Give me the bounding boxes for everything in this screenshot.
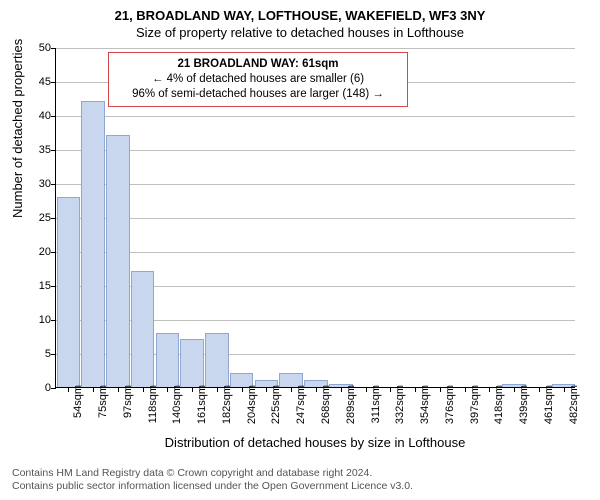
- y-tick-label: 10: [26, 314, 51, 326]
- chart-container: 21, BROADLAND WAY, LOFTHOUSE, WAKEFIELD,…: [0, 0, 600, 500]
- x-tick-label: 376sqm: [444, 385, 456, 424]
- title-line-1: 21, BROADLAND WAY, LOFTHOUSE, WAKEFIELD,…: [0, 0, 600, 23]
- annotation-box: 21 BROADLAND WAY: 61sqm← 4% of detached …: [108, 52, 408, 107]
- x-tick-mark: [93, 387, 94, 392]
- y-tick-mark: [51, 150, 56, 151]
- gridline: [56, 150, 575, 151]
- x-tick-label: 311sqm: [370, 385, 382, 423]
- y-tick-label: 5: [26, 348, 51, 360]
- annotation-line-1: 21 BROADLAND WAY: 61sqm: [117, 57, 399, 72]
- y-tick-mark: [51, 320, 56, 321]
- y-tick-mark: [51, 218, 56, 219]
- x-tick-mark: [242, 387, 243, 392]
- y-tick-label: 20: [26, 246, 51, 258]
- gridline: [56, 116, 575, 117]
- x-tick-mark: [415, 387, 416, 392]
- copyright-line-1: Contains HM Land Registry data © Crown c…: [12, 467, 413, 481]
- y-tick-label: 25: [26, 212, 51, 224]
- x-tick-mark: [465, 387, 466, 392]
- y-tick-mark: [51, 354, 56, 355]
- x-tick-label: 161sqm: [196, 385, 208, 424]
- histogram-bar: [131, 271, 155, 387]
- x-tick-label: 140sqm: [171, 385, 183, 424]
- x-tick-label: 225sqm: [270, 385, 282, 424]
- gridline: [56, 252, 575, 253]
- x-tick-label: 247sqm: [295, 385, 307, 424]
- x-tick-label: 397sqm: [469, 385, 481, 424]
- y-tick-label: 35: [26, 144, 51, 156]
- x-tick-label: 268sqm: [320, 385, 332, 424]
- x-tick-mark: [514, 387, 515, 392]
- gridline: [56, 218, 575, 219]
- y-axis-label: Number of detached properties: [10, 39, 25, 218]
- x-tick-label: 118sqm: [147, 385, 159, 423]
- annotation-line-3: 96% of semi-detached houses are larger (…: [117, 87, 399, 102]
- x-tick-label: 182sqm: [221, 385, 233, 424]
- x-tick-label: 289sqm: [345, 385, 357, 424]
- y-tick-label: 45: [26, 76, 51, 88]
- y-tick-label: 50: [26, 42, 51, 54]
- x-tick-mark: [489, 387, 490, 392]
- chart-area: 0510152025303540455054sqm75sqm97sqm118sq…: [55, 48, 575, 388]
- x-tick-label: 204sqm: [246, 385, 258, 424]
- histogram-bar: [156, 333, 180, 387]
- x-tick-mark: [266, 387, 267, 392]
- histogram-bar: [81, 101, 105, 387]
- x-tick-mark: [143, 387, 144, 392]
- histogram-bar: [106, 135, 130, 387]
- x-tick-mark: [390, 387, 391, 392]
- x-tick-mark: [366, 387, 367, 392]
- x-tick-label: 439sqm: [518, 385, 530, 424]
- x-tick-mark: [118, 387, 119, 392]
- y-tick-mark: [51, 184, 56, 185]
- gridline: [56, 48, 575, 49]
- y-tick-mark: [51, 48, 56, 49]
- x-tick-mark: [341, 387, 342, 392]
- annotation-line-2: ← 4% of detached houses are smaller (6): [117, 72, 399, 87]
- y-tick-mark: [51, 388, 56, 389]
- x-tick-label: 418sqm: [493, 385, 505, 424]
- y-tick-mark: [51, 116, 56, 117]
- x-tick-mark: [539, 387, 540, 392]
- y-tick-label: 15: [26, 280, 51, 292]
- y-tick-label: 40: [26, 110, 51, 122]
- x-tick-mark: [564, 387, 565, 392]
- x-tick-label: 97sqm: [122, 385, 134, 418]
- x-tick-label: 54sqm: [72, 385, 84, 418]
- y-tick-mark: [51, 286, 56, 287]
- y-tick-label: 30: [26, 178, 51, 190]
- plot-region: 0510152025303540455054sqm75sqm97sqm118sq…: [55, 48, 575, 388]
- x-tick-mark: [192, 387, 193, 392]
- x-tick-mark: [167, 387, 168, 392]
- title-line-2: Size of property relative to detached ho…: [0, 23, 600, 40]
- x-tick-mark: [217, 387, 218, 392]
- x-tick-label: 461sqm: [543, 385, 555, 424]
- histogram-bar: [180, 339, 204, 387]
- copyright-block: Contains HM Land Registry data © Crown c…: [12, 467, 413, 494]
- x-tick-mark: [316, 387, 317, 392]
- y-tick-label: 0: [26, 382, 51, 394]
- copyright-line-2: Contains public sector information licen…: [12, 480, 413, 494]
- gridline: [56, 184, 575, 185]
- x-tick-label: 354sqm: [419, 385, 431, 424]
- x-tick-mark: [291, 387, 292, 392]
- x-axis-label: Distribution of detached houses by size …: [55, 435, 575, 450]
- x-tick-mark: [68, 387, 69, 392]
- x-tick-mark: [440, 387, 441, 392]
- x-tick-label: 332sqm: [394, 385, 406, 424]
- y-tick-mark: [51, 82, 56, 83]
- x-tick-label: 482sqm: [568, 385, 580, 424]
- x-tick-label: 75sqm: [97, 385, 109, 418]
- y-tick-mark: [51, 252, 56, 253]
- histogram-bar: [57, 197, 81, 387]
- histogram-bar: [205, 333, 229, 387]
